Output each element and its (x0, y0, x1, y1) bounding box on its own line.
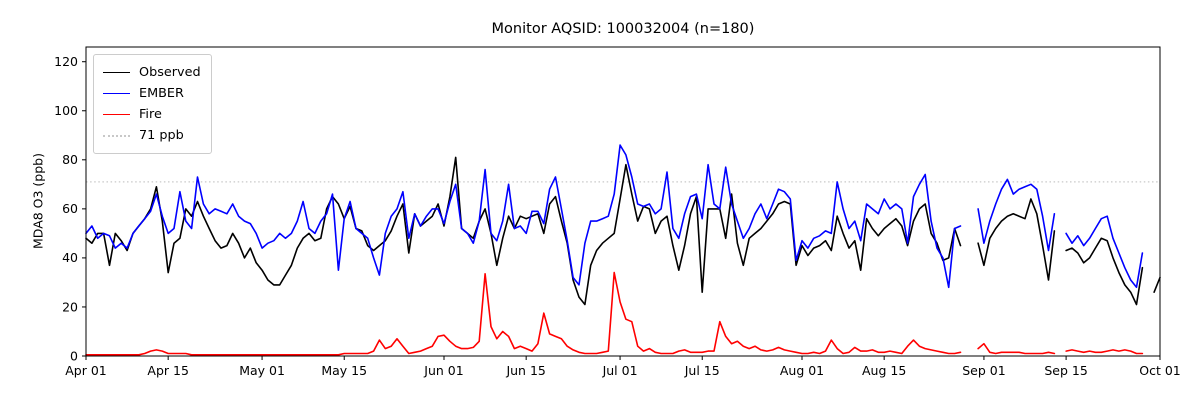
x-tick-label: Sep 15 (1044, 363, 1087, 378)
observed-line (977, 198, 1056, 281)
x-tick-label: May 01 (239, 363, 285, 378)
legend-label: 71 ppb (139, 128, 184, 143)
legend-swatch (103, 114, 130, 115)
x-tick-label: Jul 15 (684, 363, 720, 378)
ember-line (977, 178, 1056, 252)
legend-item-ember: EMBER (103, 83, 201, 104)
legend-item-71-ppb: 71 ppb (103, 125, 201, 146)
x-tick-label: May 15 (321, 363, 367, 378)
y-tick-label: 0 (70, 348, 78, 363)
ember-line (1065, 215, 1144, 289)
x-tick-label: Aug 15 (862, 363, 906, 378)
fire-line (977, 342, 1056, 355)
legend-label: Fire (139, 107, 162, 122)
y-tick-label: 20 (62, 299, 78, 314)
x-tick-label: Oct 01 (1139, 363, 1181, 378)
observed-line (1065, 237, 1144, 306)
y-tick-label: 100 (54, 103, 78, 118)
ember-line (85, 144, 962, 289)
y-tick-label: 40 (62, 250, 78, 265)
fire-line (1065, 349, 1144, 355)
legend-swatch (103, 72, 130, 73)
legend-item-fire: Fire (103, 104, 201, 125)
x-tick-label: Jul 01 (602, 363, 638, 378)
legend: Observed EMBER Fire 71 ppb (93, 54, 212, 154)
x-tick-label: Apr 15 (147, 363, 189, 378)
x-tick-label: Apr 01 (65, 363, 107, 378)
y-tick-label: 120 (54, 54, 78, 69)
observed-line (85, 156, 962, 306)
legend-swatch (103, 134, 130, 137)
chart-title: Monitor AQSID: 100032004 (n=180) (491, 21, 755, 37)
legend-item-observed: Observed (103, 62, 201, 83)
y-tick-label: 80 (62, 152, 78, 167)
fire-line (85, 271, 962, 356)
x-tick-label: Aug 01 (780, 363, 824, 378)
x-tick-label: Sep 01 (962, 363, 1005, 378)
observed-line (1153, 276, 1161, 293)
legend-label: EMBER (139, 86, 184, 101)
plot-frame (85, 46, 1161, 357)
legend-swatch (103, 93, 130, 94)
y-tick-label: 60 (62, 201, 78, 216)
x-tick-label: Jun 01 (423, 363, 463, 378)
y-axis-label: MDA8 O3 (ppb) (30, 153, 46, 249)
legend-label: Observed (139, 65, 201, 80)
x-tick-label: Jun 15 (505, 363, 545, 378)
